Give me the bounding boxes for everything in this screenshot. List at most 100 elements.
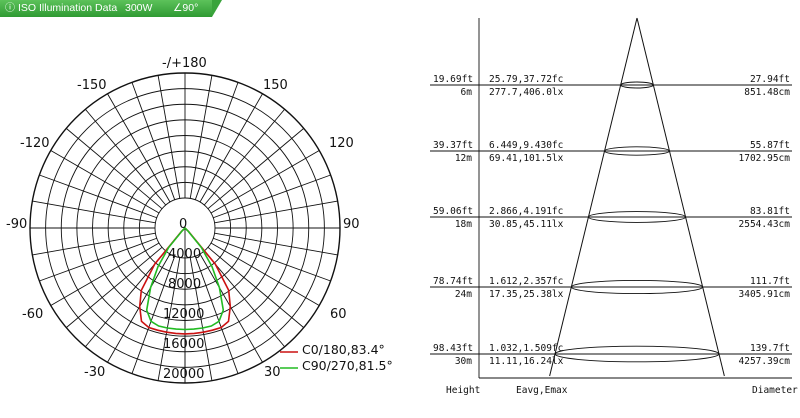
polar-spoke xyxy=(131,256,176,374)
polar-spoke xyxy=(207,246,305,328)
polar-spoke xyxy=(213,237,331,282)
row-illuminance-lx: 17.35,25.38lx xyxy=(489,289,564,300)
row-illuminance-fc: 25.79,37.72fc xyxy=(489,74,564,85)
row-diameter-ft: 27.94ft xyxy=(749,74,790,85)
info-icon: ⓘ xyxy=(5,3,15,14)
row-height-ft: 19.69ft xyxy=(433,74,474,85)
cone-lines xyxy=(430,17,792,379)
polar-spoke xyxy=(50,242,160,306)
row-diameter-ft: 139.7ft xyxy=(749,343,790,354)
row-diameter-ft: 83.81ft xyxy=(749,206,790,217)
polar-candela-diagram xyxy=(29,72,341,384)
polar-spoke xyxy=(107,253,171,363)
angle-label-m150: -150 xyxy=(77,78,107,93)
polar-spoke xyxy=(39,237,157,282)
polar-spoke xyxy=(131,82,176,200)
row-diameter-cm: 851.48cm xyxy=(744,87,790,98)
row-height-ft: 98.43ft xyxy=(433,343,474,354)
angle-label-60: 60 xyxy=(330,307,347,322)
radial-label-0: 0 xyxy=(179,217,188,232)
cone-ellipse xyxy=(570,279,704,295)
polar-grid xyxy=(29,72,341,384)
polar-curve-c90-270 xyxy=(145,226,225,331)
cone-left-edge xyxy=(549,17,638,377)
polar-spoke xyxy=(32,232,156,256)
row-diameter-cm: 3405.91cm xyxy=(738,289,790,300)
angle-label-m30: -30 xyxy=(84,365,106,380)
angle-label-150: 150 xyxy=(263,78,288,93)
row-height-m: 6m xyxy=(460,87,472,98)
radial-label-20000: 20000 xyxy=(163,367,205,382)
footer-height: Height xyxy=(446,385,481,396)
header-power: 300W xyxy=(125,2,153,14)
radial-label-16000: 16000 xyxy=(163,337,205,352)
row-illuminance-fc: 1.032,1.509fc xyxy=(489,343,564,354)
polar-spoke xyxy=(194,256,239,374)
row-illuminance-lx: 11.11,16.24lx xyxy=(489,356,564,367)
row-height-m: 30m xyxy=(454,356,472,367)
polar-spoke xyxy=(210,242,320,306)
row-diameter-cm: 2554.43cm xyxy=(738,219,790,230)
polar-spoke xyxy=(157,257,181,381)
row-diameter-ft: 55.87ft xyxy=(749,140,790,151)
header-tab: ⓘ ISO Illumination Data 300W ∠90° xyxy=(0,0,222,17)
polar-spoke xyxy=(85,250,167,348)
header-title: ISO Illumination Data xyxy=(18,2,118,14)
radial-label-8000: 8000 xyxy=(168,277,202,292)
polar-spoke xyxy=(32,200,156,224)
row-illuminance-lx: 277.7,406.0lx xyxy=(489,87,564,98)
polar-spoke xyxy=(107,93,171,203)
polar-spoke xyxy=(65,128,163,210)
angle-label-180: -/+180 xyxy=(162,56,207,71)
polar-spoke xyxy=(199,93,263,203)
angle-label-m90: -90 xyxy=(6,217,28,232)
polar-spoke xyxy=(203,108,285,206)
radial-label-4000: 4000 xyxy=(168,247,202,262)
row-illuminance-fc: 6.449,9.430fc xyxy=(489,140,564,151)
cone-ellipse xyxy=(604,146,670,156)
polar-curves xyxy=(138,226,298,369)
angle-label-m120: -120 xyxy=(20,136,50,151)
row-height-ft: 78.74ft xyxy=(433,276,474,287)
radial-label-12000: 12000 xyxy=(163,307,205,322)
polar-spoke xyxy=(194,82,239,200)
polar-curve-c0-180 xyxy=(138,226,232,335)
row-height-m: 24m xyxy=(454,289,472,300)
polar-spoke xyxy=(189,75,213,199)
polar-spoke xyxy=(207,128,305,210)
legend-series-c0: C0/180,83.4° xyxy=(302,342,385,357)
cone-right-edge xyxy=(636,17,725,377)
footer-diameter: Diameter xyxy=(752,385,798,396)
polar-spoke xyxy=(213,174,331,219)
polar-spoke xyxy=(39,174,157,219)
polar-spoke xyxy=(157,75,181,199)
row-illuminance-fc: 2.866,4.191fc xyxy=(489,206,564,217)
footer-eavg: Eavg,Emax xyxy=(516,385,568,396)
polar-spoke xyxy=(50,150,160,214)
legend-series-c90: C90/270,81.5° xyxy=(302,358,393,373)
row-diameter-cm: 1702.95cm xyxy=(738,153,790,164)
angle-label-30: 30 xyxy=(264,365,281,380)
polar-spoke xyxy=(189,257,213,381)
polar-spoke xyxy=(65,246,163,328)
row-height-m: 18m xyxy=(454,219,472,230)
angle-label-m60: -60 xyxy=(22,307,44,322)
row-illuminance-lx: 69.41,101.5lx xyxy=(489,153,564,164)
row-height-m: 12m xyxy=(454,153,472,164)
row-diameter-cm: 4257.39cm xyxy=(738,356,790,367)
row-height-ft: 39.37ft xyxy=(433,140,474,151)
row-illuminance-fc: 1.612,2.357fc xyxy=(489,276,564,287)
row-diameter-ft: 111.7ft xyxy=(749,276,790,287)
cone-ellipse xyxy=(620,81,654,89)
row-height-ft: 59.06ft xyxy=(433,206,474,217)
cone-ellipse xyxy=(554,345,720,363)
cone-ellipse xyxy=(587,211,687,223)
row-illuminance-lx: 30.85,45.11lx xyxy=(489,219,564,230)
polar-spoke xyxy=(214,200,338,224)
polar-spoke xyxy=(199,253,263,363)
polar-spoke xyxy=(214,232,338,256)
angle-label-120: 120 xyxy=(329,136,354,151)
polar-spoke xyxy=(85,108,167,206)
polar-spoke xyxy=(210,150,320,214)
